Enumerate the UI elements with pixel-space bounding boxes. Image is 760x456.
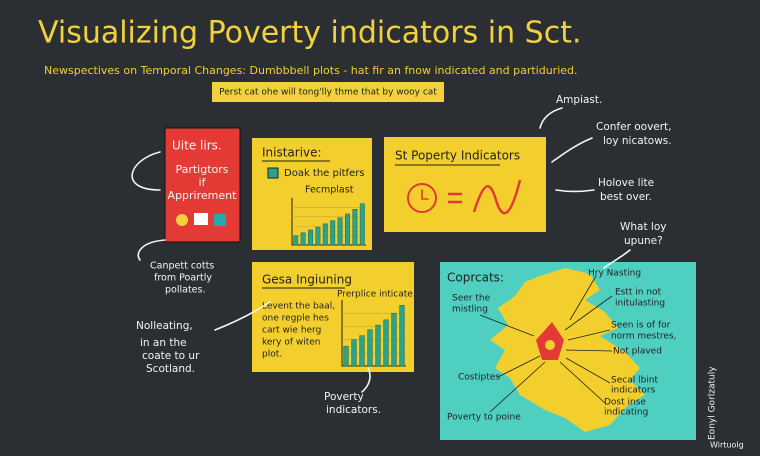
chart-title: Prerplice inticate. — [337, 290, 416, 300]
bar — [343, 345, 349, 367]
map-label: mistling — [452, 305, 488, 315]
bar — [352, 209, 358, 246]
annotation: loy nicatows. — [603, 135, 672, 147]
icon — [194, 213, 208, 225]
bar — [399, 305, 405, 367]
map-label: Estt in not — [615, 288, 662, 298]
clock-hands — [421, 189, 429, 200]
annotation: coate to ur — [142, 350, 200, 362]
banner — [212, 82, 444, 102]
bar — [337, 217, 343, 246]
bar — [367, 329, 373, 367]
marker-dot — [545, 340, 555, 350]
bar — [322, 223, 328, 246]
arrow — [551, 137, 593, 163]
card-title: Inistarive: — [262, 146, 322, 160]
arrow — [603, 249, 631, 269]
map-label: initulasting — [615, 299, 665, 309]
map-label: Secal lbint — [611, 376, 658, 386]
card-text: if — [199, 176, 207, 189]
arrow — [361, 367, 371, 393]
map-label: Not plaved — [613, 347, 662, 357]
map-label: indicating — [604, 408, 648, 418]
annotation: upune? — [624, 235, 663, 247]
map-label: indicators — [611, 386, 656, 396]
card-title: Coprcats: — [447, 271, 504, 285]
map-label: Dost inse — [604, 398, 646, 408]
leader-lines — [479, 275, 613, 413]
card-text: one regple hes — [262, 314, 329, 324]
icon — [176, 214, 188, 226]
map-label: Seer the — [452, 294, 491, 304]
annotation: best over. — [600, 191, 652, 203]
bar — [345, 213, 350, 246]
legend-swatch — [267, 167, 279, 179]
map-label: Hry Nasting — [588, 269, 641, 279]
equals-icon — [448, 192, 462, 204]
annotation: What loy — [620, 221, 666, 233]
annotation: Poverty — [324, 391, 364, 403]
wave-icon — [472, 179, 522, 215]
card-text: Levent the baal, — [262, 302, 335, 312]
map-label: norm mestres, — [611, 332, 677, 342]
arrow — [137, 239, 166, 261]
banner-text: Perst cat ohe will tong'lly thme that by… — [219, 88, 437, 98]
annotation: in an the — [140, 337, 187, 349]
bar — [383, 319, 389, 367]
clock-icon — [407, 183, 437, 213]
annotation: Scotland. — [146, 363, 195, 375]
card-title: Uite lirs. — [172, 139, 222, 153]
card-title: Gesa Ingiuning — [262, 273, 352, 287]
bar — [300, 232, 306, 246]
map-label: Seen is of for — [611, 321, 671, 331]
subtitle: Newspectives on Temporal Changes: Dumbbb… — [44, 64, 578, 77]
chart-title: Fecmplast — [305, 185, 354, 196]
annotation: pollates. — [165, 285, 205, 296]
card-text: Partigtors — [175, 163, 228, 176]
map-label: Costiptes — [458, 373, 500, 383]
arrow — [539, 107, 563, 129]
annotation: Canpett cotts — [150, 261, 214, 272]
arrow — [555, 189, 595, 193]
signature: Eonyl Gorlzatuly — [708, 366, 718, 440]
bar — [375, 324, 381, 367]
legend-text: Doak the pitfers — [284, 168, 365, 179]
annotation: Nolleating, — [136, 320, 193, 332]
bar — [359, 203, 365, 246]
bar — [391, 312, 397, 367]
card-text: Apprirement — [168, 189, 238, 202]
card-text: kery of witen — [262, 338, 320, 348]
annotation: Ampiast. — [556, 94, 602, 106]
brand: Wirtuolg — [710, 441, 744, 450]
bar — [308, 229, 313, 246]
annotation: from Poartly — [154, 273, 212, 284]
card-text: cart wie herg — [262, 326, 321, 336]
arrow — [214, 301, 271, 331]
bar — [293, 235, 299, 246]
map-label: Poverty to poine — [447, 413, 521, 423]
bar — [330, 220, 336, 246]
card-title: St Poperty Indicators — [395, 149, 520, 163]
annotation: indicators. — [326, 404, 381, 416]
annotation: Confer oovert, — [596, 121, 672, 133]
annotation: Holove lite — [598, 177, 654, 189]
bar — [359, 335, 365, 367]
arrow — [131, 151, 161, 191]
icon — [214, 214, 226, 226]
card-text: plot. — [262, 350, 282, 360]
bar — [351, 339, 357, 367]
title: Visualizing Poverty indicators in Sct. — [38, 16, 582, 51]
bar — [315, 226, 321, 246]
